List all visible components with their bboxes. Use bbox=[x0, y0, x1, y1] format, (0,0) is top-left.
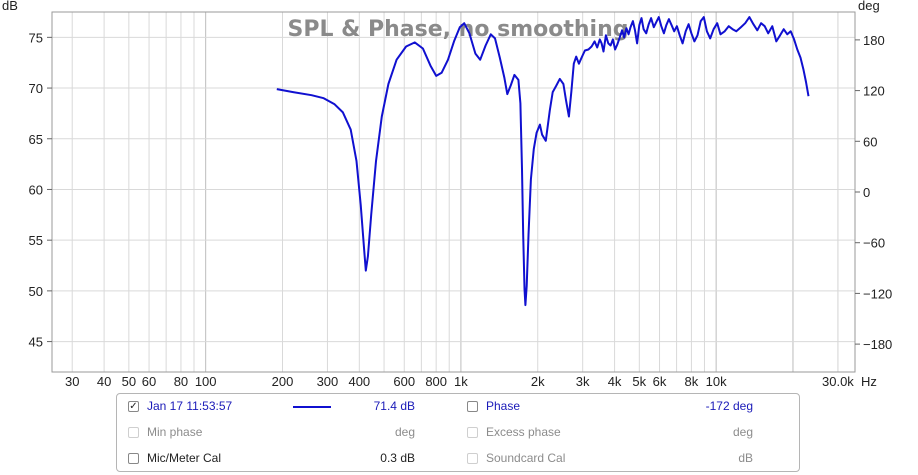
mic-cal-checkbox[interactable] bbox=[128, 453, 139, 464]
legend-row-measurement: ✓ Jan 17 11:53:57 71.4 dB Phase -172 deg bbox=[117, 396, 799, 418]
y-right-tick-label: 0 bbox=[863, 185, 870, 200]
y-right-tick-label: −120 bbox=[863, 286, 892, 301]
y-right-tick-label: 60 bbox=[863, 134, 877, 149]
x-tick-label: 40 bbox=[97, 374, 111, 389]
x-axis-unit-label: Hz bbox=[861, 374, 877, 389]
y-right-tick-label: 120 bbox=[863, 84, 885, 99]
x-tick-label: 3k bbox=[576, 374, 590, 389]
excess-phase-unit: deg bbox=[732, 425, 753, 439]
y-left-tick-label: 65 bbox=[29, 132, 43, 147]
x-tick-label: 5k bbox=[632, 374, 646, 389]
x-tick-label: 4k bbox=[608, 374, 622, 389]
y-right-axis-label: deg bbox=[858, 0, 880, 13]
measurement-checkbox[interactable]: ✓ bbox=[128, 401, 139, 412]
mic-cal-value: 0.3 dB bbox=[380, 451, 415, 465]
legend-panel: ✓ Jan 17 11:53:57 71.4 dB Phase -172 deg… bbox=[116, 393, 800, 472]
y-left-tick-label: 75 bbox=[29, 30, 43, 45]
phase-label: Phase bbox=[486, 399, 521, 413]
y-left-tick-label: 50 bbox=[29, 284, 43, 299]
measurement-name: Jan 17 11:53:57 bbox=[147, 399, 233, 413]
series-color-swatch bbox=[293, 406, 331, 408]
spl-series-line bbox=[276, 16, 810, 307]
excess-phase-checkbox[interactable] bbox=[467, 427, 478, 438]
x-tick-label: 80 bbox=[174, 374, 188, 389]
y-right-tick-label: −60 bbox=[863, 236, 885, 251]
y-left-tick-label: 45 bbox=[29, 335, 43, 350]
x-tick-label: 400 bbox=[348, 374, 370, 389]
series-layer bbox=[276, 16, 810, 307]
y-right-tick-labels: −180 −120 −60 0 60 120 180 bbox=[855, 33, 892, 352]
x-tick-label: 600 bbox=[393, 374, 415, 389]
y-left-tick-label: 60 bbox=[29, 182, 43, 197]
min-phase-label: Min phase bbox=[147, 425, 203, 439]
min-phase-checkbox[interactable] bbox=[128, 427, 139, 438]
x-tick-label: 60 bbox=[142, 374, 156, 389]
y-right-tick-label: −180 bbox=[863, 337, 892, 352]
x-tick-label: 10k bbox=[706, 374, 727, 389]
x-tick-label: 6k bbox=[653, 374, 667, 389]
excess-phase-label: Excess phase bbox=[486, 425, 561, 439]
legend-row-calibration: Mic/Meter Cal 0.3 dB Soundcard Cal dB bbox=[117, 448, 799, 470]
grid-layer bbox=[52, 12, 855, 372]
y-left-tick-label: 55 bbox=[29, 233, 43, 248]
measurement-spl-value: 71.4 dB bbox=[373, 399, 415, 413]
y-left-tick-labels: 45 50 55 60 65 70 75 bbox=[29, 30, 52, 350]
x-tick-label: 30.0k bbox=[822, 374, 854, 389]
plot-frame bbox=[51, 11, 856, 373]
mic-cal-label: Mic/Meter Cal bbox=[147, 451, 222, 465]
phase-value: -172 deg bbox=[705, 399, 753, 413]
soundcard-cal-label: Soundcard Cal bbox=[486, 451, 566, 465]
spl-phase-chart: SPL & Phase, no smoothing 30 40 50 60 80 100 2… bbox=[2, 0, 892, 389]
x-tick-label: 300 bbox=[317, 374, 339, 389]
x-tick-label: 1k bbox=[454, 374, 468, 389]
soundcard-cal-unit: dB bbox=[738, 451, 753, 465]
x-tick-label: 8k bbox=[685, 374, 699, 389]
x-tick-label: 2k bbox=[531, 374, 545, 389]
y-left-tick-label: 70 bbox=[29, 81, 43, 96]
x-tick-labels: 30 40 50 60 80 100 200 300 400 600 800 1k 2k 3k 4k 5k 6k… bbox=[65, 374, 854, 389]
x-tick-label: 30 bbox=[65, 374, 79, 389]
x-tick-label: 800 bbox=[425, 374, 447, 389]
phase-checkbox[interactable] bbox=[467, 401, 478, 412]
y-left-axis-label: dB bbox=[2, 0, 18, 13]
x-tick-label: 50 bbox=[122, 374, 136, 389]
min-phase-unit: deg bbox=[394, 425, 415, 439]
x-tick-label: 200 bbox=[272, 374, 294, 389]
y-right-tick-label: 180 bbox=[863, 33, 885, 48]
x-tick-label: 100 bbox=[195, 374, 217, 389]
soundcard-cal-checkbox[interactable] bbox=[467, 453, 478, 464]
legend-row-min-phase: Min phase deg Excess phase deg bbox=[117, 422, 799, 444]
